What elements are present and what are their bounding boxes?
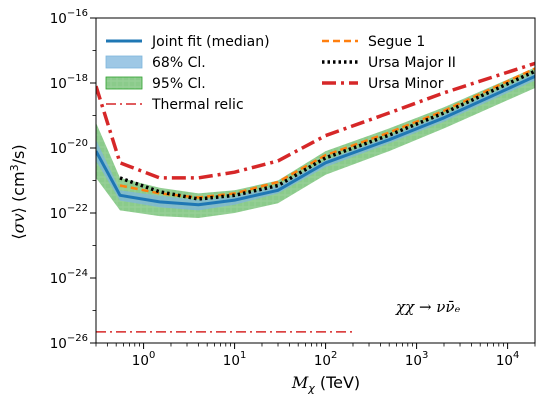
legend: Joint fit (median) 68% Cl. 95% Cl. Thermal … (105, 34, 456, 113)
y-tick-label: 10−18 (50, 73, 88, 92)
y-tick-label: 10−20 (50, 138, 88, 157)
plot-content (96, 61, 535, 333)
legend-item-swatch (105, 76, 143, 90)
x-tick-label: 104 (496, 350, 520, 369)
series-ursa-minor (96, 61, 535, 180)
x-tick-label: 103 (405, 350, 429, 369)
x-tick-label: 102 (314, 350, 338, 369)
y-tick-label: 10−24 (50, 268, 88, 287)
x-axis-label: Mχ (TeV) (291, 373, 360, 395)
legend-item-label: Thermal relic (151, 97, 244, 113)
legend-item-label: 95% Cl. (152, 76, 206, 92)
legend-item-label: Ursa Minor (368, 76, 444, 92)
legend-item-label: Joint fit (median) (151, 34, 270, 50)
legend-item-label: 68% Cl. (152, 55, 206, 71)
y-axis-label: ⟨σv⟩ (cm3/s) (8, 144, 28, 239)
legend-item-label: Segue 1 (368, 34, 425, 50)
series-ursa-major-ii (119, 69, 535, 201)
legend-item-label: Ursa Major II (368, 55, 456, 71)
y-tick-label: 10−22 (50, 203, 88, 222)
x-tick-label: 101 (223, 350, 247, 369)
x-tick-label: 100 (132, 350, 156, 369)
series-joint-fit-median (96, 75, 535, 207)
y-tick-label: 10−16 (50, 8, 88, 27)
reaction-annotation: χχ → νν̄ₑ (395, 298, 461, 316)
y-tick-label: 10−26 (50, 333, 88, 352)
series-segue-1 (119, 67, 535, 199)
legend-item-swatch (105, 55, 143, 69)
band-68-ci (96, 73, 535, 211)
